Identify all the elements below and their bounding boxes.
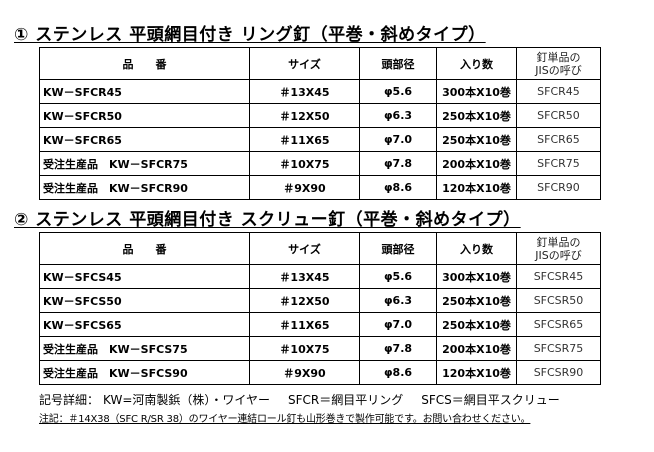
jis-name-cell: SFCR65: [516, 127, 601, 152]
table-row: KW－SFCR65 ＃11X65 φ7.0 250本X10巻 SFCR65: [39, 127, 601, 152]
legend-sfcr: SFCR＝網目平リング: [288, 393, 404, 407]
size-cell: ＃13X45: [249, 264, 360, 289]
head-diameter-cell: φ5.6: [359, 264, 437, 289]
jis-name-cell: SFCSR75: [516, 336, 601, 361]
table-row: KW－SFCS50 ＃12X50 φ6.3 250本X10巻 SFCSR50: [39, 288, 601, 313]
legend-kw: KW=河南製鋲（株）・ワイヤー: [103, 393, 271, 407]
header-jis-name: 釘単品の JISの呼び: [516, 232, 601, 265]
ring-nail-table: 品 番サイズ 頭部径 入り数 釘単品の JISの呼び KW－SFCR45 ＃13X45 φ5…: [39, 47, 601, 200]
part-number-cell: 受注生産品 KW－SFCS75: [39, 336, 250, 361]
note: 注記：＃14X38（SFC R/SR 38）のワイヤー連結ロール釘も山形巻きで製…: [39, 414, 531, 425]
screw-nail-table: 品 番サイズ 頭部径 入り数 釘単品の JISの呼び KW－SFCS45 ＃13X45 φ5…: [39, 232, 601, 385]
head-diameter-cell: φ7.0: [359, 312, 437, 337]
table-row: KW－SFCS65 ＃11X65 φ7.0 250本X10巻 SFCSR65: [39, 312, 601, 337]
quantity-cell: 300本X10巻: [436, 79, 517, 104]
jis-name-cell: SFCSR45: [516, 264, 601, 289]
part-number-cell: KW－SFCS45: [39, 264, 250, 289]
head-diameter-cell: φ7.0: [359, 127, 437, 152]
header-part-number: 品 番: [39, 232, 250, 265]
part-number-cell: 受注生産品 KW－SFCS90: [39, 360, 250, 385]
quantity-cell: 250本X10巻: [436, 288, 517, 313]
table-header-row: 品 番サイズ 頭部径 入り数 釘単品の JISの呼び: [39, 47, 601, 80]
table-row: 受注生産品 KW－SFCS90 ＃9X90 φ8.6 120本X10巻 SFCSR90: [39, 360, 601, 385]
quantity-cell: 250本X10巻: [436, 312, 517, 337]
part-number-cell: 受注生産品 KW－SFCR75: [39, 151, 250, 176]
quantity-cell: 250本X10巻: [436, 103, 517, 128]
quantity-cell: 300本X10巻: [436, 264, 517, 289]
head-diameter-cell: φ5.6: [359, 79, 437, 104]
part-number-cell: KW－SFCR45: [39, 79, 250, 104]
part-number-cell: KW－SFCS50: [39, 288, 250, 313]
section-1-title: ① ステンレス 平頭網目付き リング釘（平巻・斜めタイプ）: [14, 25, 486, 45]
header-size: サイズ: [249, 232, 360, 265]
table-row: KW－SFCR45 ＃13X45 φ5.6 300本X10巻 SFCR45: [39, 79, 601, 104]
quantity-cell: 200本X10巻: [436, 336, 517, 361]
quantity-cell: 120本X10巻: [436, 175, 517, 200]
jis-name-cell: SFCSR65: [516, 312, 601, 337]
table-header-row: 品 番サイズ 頭部径 入り数 釘単品の JISの呼び: [39, 232, 601, 265]
jis-name-cell: SFCSR90: [516, 360, 601, 385]
size-cell: ＃10X75: [249, 336, 360, 361]
jis-name-cell: SFCSR50: [516, 288, 601, 313]
size-cell: ＃9X90: [249, 175, 360, 200]
part-number-cell: KW－SFCR65: [39, 127, 250, 152]
quantity-cell: 120本X10巻: [436, 360, 517, 385]
size-cell: ＃11X65: [249, 127, 360, 152]
jis-name-cell: SFCR90: [516, 175, 601, 200]
header-head-diameter: 頭部径: [359, 47, 437, 80]
header-quantity: 入り数: [436, 232, 517, 265]
size-cell: ＃9X90: [249, 360, 360, 385]
header-head-diameter: 頭部径: [359, 232, 437, 265]
quantity-cell: 250本X10巻: [436, 127, 517, 152]
head-diameter-cell: φ7.8: [359, 151, 437, 176]
part-number-cell: 受注生産品 KW－SFCR90: [39, 175, 250, 200]
section-2-title: ② ステンレス 平頭網目付き スクリュー釘（平巻・斜めタイプ）: [14, 210, 521, 230]
legend-prefix: 記号詳細：: [39, 393, 100, 407]
head-diameter-cell: φ8.6: [359, 175, 437, 200]
jis-name-cell: SFCR50: [516, 103, 601, 128]
size-cell: ＃10X75: [249, 151, 360, 176]
head-diameter-cell: φ7.8: [359, 336, 437, 361]
header-quantity: 入り数: [436, 47, 517, 80]
size-cell: ＃12X50: [249, 288, 360, 313]
table-row: 受注生産品 KW－SFCR75 ＃10X75 φ7.8 200本X10巻 SFCR75: [39, 151, 601, 176]
header-part-number: 品 番: [39, 47, 250, 80]
table-row: KW－SFCR50 ＃12X50 φ6.3 250本X10巻 SFCR50: [39, 103, 601, 128]
size-cell: ＃12X50: [249, 103, 360, 128]
part-number-cell: KW－SFCR50: [39, 103, 250, 128]
head-diameter-cell: φ6.3: [359, 288, 437, 313]
table-row: KW－SFCS45 ＃13X45 φ5.6 300本X10巻 SFCSR45: [39, 264, 601, 289]
part-number-cell: KW－SFCS65: [39, 312, 250, 337]
jis-name-cell: SFCR75: [516, 151, 601, 176]
head-diameter-cell: φ6.3: [359, 103, 437, 128]
size-cell: ＃11X65: [249, 312, 360, 337]
header-jis-name: 釘単品の JISの呼び: [516, 47, 601, 80]
legend: 記号詳細： KW=河南製鋲（株）・ワイヤー SFCR＝網目平リング SFCS＝網目平ス…: [39, 391, 578, 408]
size-cell: ＃13X45: [249, 79, 360, 104]
legend-sfcs: SFCS＝網目平スクリュー: [421, 393, 560, 407]
table-row: 受注生産品 KW－SFCS75 ＃10X75 φ7.8 200本X10巻 SFCSR75: [39, 336, 601, 361]
quantity-cell: 200本X10巻: [436, 151, 517, 176]
table-row: 受注生産品 KW－SFCR90 ＃9X90 φ8.6 120本X10巻 SFCR90: [39, 175, 601, 200]
head-diameter-cell: φ8.6: [359, 360, 437, 385]
header-size: サイズ: [249, 47, 360, 80]
jis-name-cell: SFCR45: [516, 79, 601, 104]
